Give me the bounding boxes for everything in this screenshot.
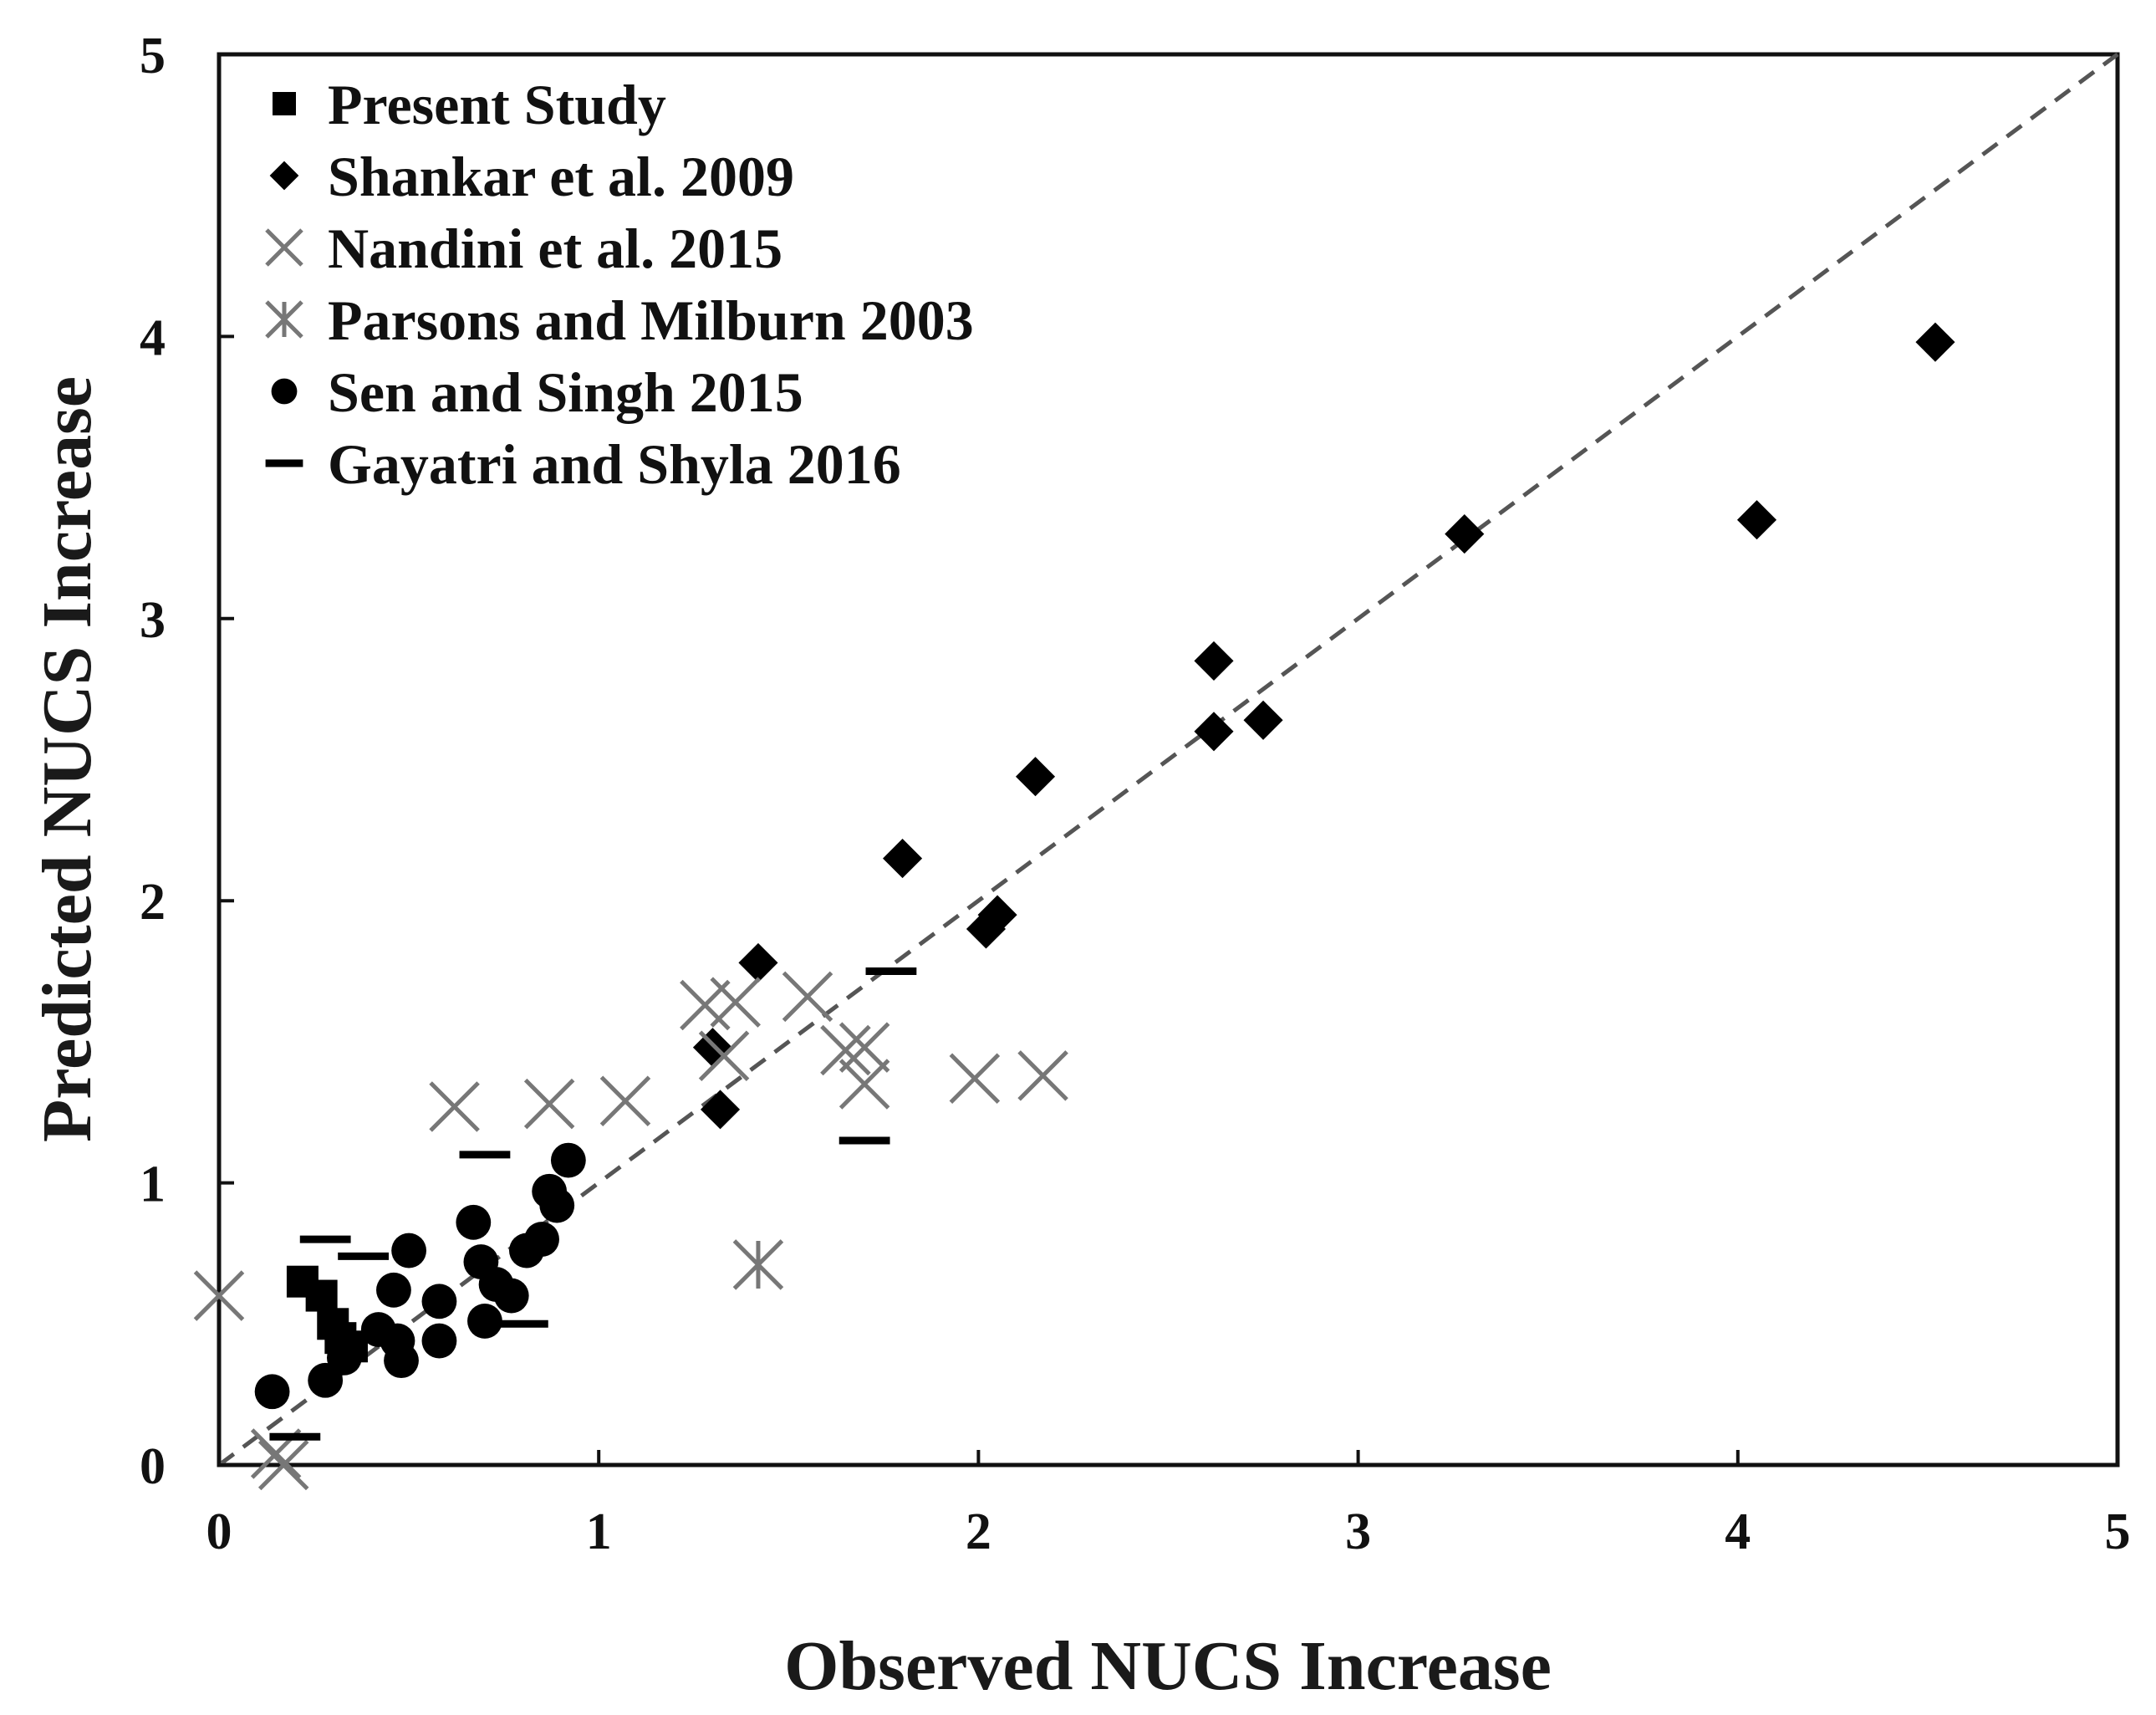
point-shankar-et-al-2009 [883, 839, 923, 879]
y-tick-label: 0 [140, 1438, 166, 1495]
point-nandini-et-al-2015 [949, 1053, 1001, 1105]
point-shankar-et-al-2009 [700, 1090, 741, 1130]
point-sen-and-singh-2015 [493, 1278, 529, 1314]
point-nandini-et-al-2015 [523, 1078, 575, 1130]
y-tick-label: 3 [140, 592, 166, 649]
point-nandini-et-al-2015 [838, 1059, 890, 1110]
x-tick-label: 4 [1725, 1503, 1751, 1560]
legend-marker-parsons-and-milburn-2003 [265, 300, 303, 339]
point-sen-and-singh-2015 [550, 1142, 586, 1178]
legend-marker-present-study [273, 92, 296, 115]
points-layer [193, 322, 1955, 1491]
x-axis-label: Observed NUCS Increase [784, 1627, 1552, 1705]
point-sen-and-singh-2015 [391, 1233, 426, 1268]
point-sen-and-singh-2015 [524, 1222, 559, 1257]
point-nandini-et-al-2015 [820, 1024, 871, 1076]
point-shankar-et-al-2009 [738, 942, 778, 983]
point-sen-and-singh-2015 [326, 1340, 362, 1376]
legend-marker-sen-and-singh-2015 [271, 378, 298, 405]
x-tick-label: 1 [586, 1503, 612, 1560]
point-present-study [305, 1279, 338, 1312]
legend-label-present-study: Present Study [328, 73, 666, 136]
point-sen-and-singh-2015 [384, 1343, 419, 1379]
legend-marker-nandini-et-al-2015 [265, 228, 303, 267]
point-sen-and-singh-2015 [467, 1304, 502, 1339]
x-tick-label: 2 [966, 1503, 991, 1560]
point-nandini-et-al-2015 [782, 971, 833, 1023]
point-nandini-et-al-2015 [257, 1439, 309, 1491]
point-sen-and-singh-2015 [421, 1284, 457, 1319]
point-nandini-et-al-2015 [838, 1022, 890, 1073]
point-shankar-et-al-2009 [1915, 322, 1955, 362]
point-sen-and-singh-2015 [421, 1323, 457, 1359]
legend-label-nandini-et-al-2015: Nandini et al. 2015 [328, 217, 782, 280]
point-shankar-et-al-2009 [1243, 700, 1283, 740]
point-nandini-et-al-2015 [698, 1030, 750, 1082]
point-shankar-et-al-2009 [1445, 514, 1485, 554]
point-shankar-et-al-2009 [1194, 712, 1234, 752]
legend-marker-shankar-et-al-2009 [269, 161, 299, 191]
plot-frame [217, 52, 2120, 1467]
point-sen-and-singh-2015 [376, 1272, 411, 1308]
point-nandini-et-al-2015 [193, 1270, 245, 1321]
legend-label-shankar-et-al-2009: Shankar et al. 2009 [328, 145, 794, 208]
point-nandini-et-al-2015 [429, 1081, 480, 1132]
point-shankar-et-al-2009 [1736, 500, 1777, 540]
point-shankar-et-al-2009 [1194, 641, 1234, 681]
legend: Present Study Shankar et al. 2009 Nandini … [265, 73, 974, 496]
point-parsons-and-milburn-2003 [732, 1239, 784, 1290]
y-tick-label: 4 [140, 309, 166, 366]
point-nandini-et-al-2015 [710, 977, 761, 1028]
x-tick-label: 3 [1345, 1503, 1371, 1560]
point-nandini-et-al-2015 [599, 1075, 651, 1127]
y-tick-label: 5 [140, 28, 166, 84]
x-tick-label: 5 [2105, 1503, 2131, 1560]
point-sen-and-singh-2015 [254, 1374, 290, 1410]
point-nandini-et-al-2015 [1017, 1050, 1068, 1101]
point-sen-and-singh-2015 [456, 1204, 492, 1240]
legend-label-gayatri-and-shyla-2016: Gayatri and Shyla 2016 [328, 432, 901, 496]
y-axis-label: Predicted NUCS Increase [28, 376, 106, 1142]
legend-label-parsons-and-milburn-2003: Parsons and Milburn 2003 [328, 288, 974, 352]
point-sen-and-singh-2015 [539, 1187, 575, 1223]
y-tick-label: 1 [140, 1156, 166, 1213]
ticks-layer: 0 1 2 3 4 5 0 1 2 3 4 5 [140, 28, 2131, 1560]
legend-label-sen-and-singh-2015: Sen and Singh 2015 [328, 360, 803, 424]
x-tick-label: 0 [206, 1503, 232, 1560]
point-shankar-et-al-2009 [977, 895, 1017, 935]
plot-area [217, 52, 2120, 1467]
point-shankar-et-al-2009 [1015, 757, 1056, 797]
y-tick-label: 2 [140, 874, 166, 931]
